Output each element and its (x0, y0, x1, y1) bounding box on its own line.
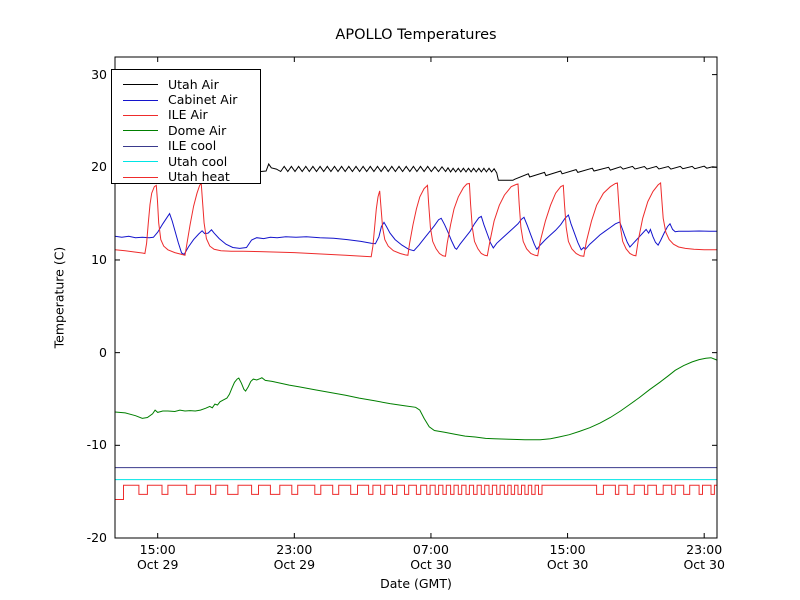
y-tick-label: -20 (86, 530, 107, 545)
x-axis-label: Date (GMT) (380, 576, 452, 591)
x-tick-date: Oct 29 (136, 557, 179, 572)
legend-item: Dome Air (123, 123, 260, 138)
legend-item: Utah cool (123, 154, 260, 169)
x-tick-label: 23:00 Oct 29 (254, 542, 334, 572)
x-tick-time: 23:00 (686, 542, 723, 557)
legend-line-sample (123, 176, 158, 178)
x-tick-date: Oct 30 (683, 557, 725, 572)
x-tick-label: 23:00 Oct 30 (664, 542, 744, 572)
x-tick-time: 07:00 (412, 542, 449, 557)
x-tick-time: 23:00 (276, 542, 313, 557)
legend-item: Cabinet Air (123, 92, 260, 107)
series-line-cabinet-air (115, 212, 717, 256)
legend-line-sample (123, 130, 158, 132)
y-tick-label: 30 (91, 66, 107, 82)
legend: Utah Air Cabinet Air ILE Air Dome Air ILE co… (111, 69, 261, 184)
x-tick-label: 15:00 Oct 29 (118, 542, 198, 572)
x-tick-date: Oct 30 (546, 557, 589, 572)
x-tick-time: 15:00 (549, 542, 586, 557)
legend-item: ILE Air (123, 108, 260, 123)
series-line-ile-air (115, 181, 717, 258)
series-line-dome-air (115, 357, 717, 441)
legend-item: Utah Air (123, 77, 260, 92)
plot-border (114, 56, 718, 539)
chart-title: APOLLO Temperatures (335, 27, 497, 43)
legend-label: ILE Air (168, 107, 208, 123)
legend-label: Cabinet Air (168, 92, 238, 108)
legend-label: Utah heat (168, 169, 230, 185)
series-line-utah-air (115, 162, 717, 181)
x-tick-date: Oct 29 (273, 557, 316, 572)
x-tick-label: 07:00 Oct 30 (391, 542, 471, 572)
legend-label: Dome Air (168, 122, 227, 138)
x-tick-label: 15:00 Oct 30 (528, 542, 608, 572)
legend-item: Utah heat (123, 169, 260, 184)
y-tick-label: 20 (91, 159, 107, 175)
legend-label: Utah Air (168, 76, 219, 92)
legend-item: ILE cool (123, 139, 260, 154)
x-tick-date: Oct 30 (410, 557, 452, 572)
series-line-utah-heat (115, 484, 717, 500)
y-tick-label: 10 (91, 251, 107, 267)
legend-line-sample (123, 99, 158, 101)
legend-label: ILE cool (168, 138, 217, 154)
legend-line-sample (123, 161, 158, 163)
x-tick-time: 15:00 (139, 542, 176, 557)
legend-label: Utah cool (168, 153, 228, 169)
legend-line-sample (123, 145, 158, 147)
y-tick-label: 0 (99, 344, 107, 360)
y-tick-label: -10 (86, 437, 107, 453)
legend-line-sample (123, 84, 158, 86)
legend-line-sample (123, 114, 158, 116)
